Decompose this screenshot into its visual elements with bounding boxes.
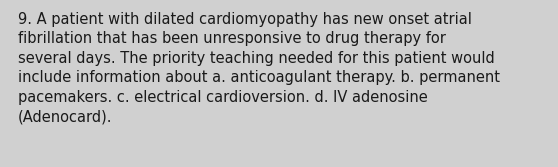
Text: include information about a. anticoagulant therapy. b. permanent: include information about a. anticoagula… xyxy=(18,70,500,86)
Text: (Adenocard).: (Adenocard). xyxy=(18,110,113,125)
Text: pacemakers. c. electrical cardioversion. d. IV adenosine: pacemakers. c. electrical cardioversion.… xyxy=(18,90,428,105)
Text: several days. The priority teaching needed for this patient would: several days. The priority teaching need… xyxy=(18,51,495,66)
Text: fibrillation that has been unresponsive to drug therapy for: fibrillation that has been unresponsive … xyxy=(18,32,446,46)
Text: 9. A patient with dilated cardiomyopathy has new onset atrial: 9. A patient with dilated cardiomyopathy… xyxy=(18,12,472,27)
